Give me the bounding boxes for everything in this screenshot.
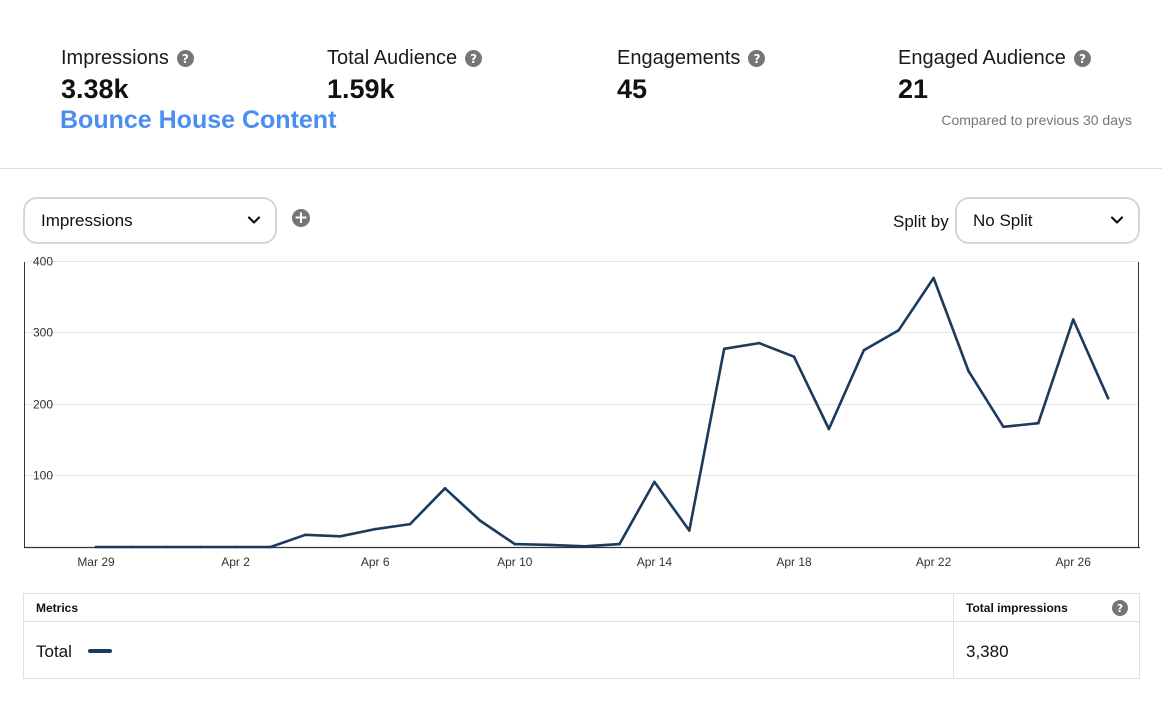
metrics-table: Metrics Total impressions ? Total 3,380 bbox=[23, 593, 1140, 679]
x-tick-label: Apr 6 bbox=[361, 555, 390, 569]
series-line-total bbox=[94, 276, 1110, 549]
data-point bbox=[932, 276, 935, 280]
split-select[interactable]: No Split bbox=[955, 197, 1140, 244]
stat-impressions: Impressions? 3.38k bbox=[61, 47, 194, 105]
data-point bbox=[548, 543, 551, 547]
stat-label: Impressions bbox=[61, 47, 169, 69]
data-point bbox=[967, 369, 970, 373]
data-point bbox=[897, 328, 900, 332]
metric-select[interactable]: Impressions bbox=[23, 197, 277, 244]
brand-overlay-text: Bounce House Content bbox=[60, 106, 337, 134]
table-row-label: Total bbox=[36, 642, 72, 661]
data-point bbox=[862, 349, 866, 352]
data-point bbox=[653, 480, 656, 484]
column-header-total-impressions: Total impressions bbox=[966, 601, 1068, 615]
data-point bbox=[94, 545, 98, 549]
impressions-line-chart: 100 200 300 400 Mar 29 Apr 2 Apr 6 Apr 10 Apr 14… bbox=[24, 255, 1140, 569]
x-tick-label: Apr 10 bbox=[497, 555, 533, 569]
data-point bbox=[722, 347, 726, 351]
table-row-value: 3,380 bbox=[966, 642, 1009, 661]
data-point bbox=[373, 527, 377, 531]
stat-label: Total Audience bbox=[327, 47, 458, 69]
chevron-down-icon bbox=[247, 216, 261, 224]
stat-value: 3.38k bbox=[61, 74, 129, 104]
comparison-note: Compared to previous 30 days bbox=[941, 112, 1132, 128]
data-point bbox=[827, 427, 831, 431]
x-tick-label: Apr 2 bbox=[221, 555, 250, 569]
x-tick-label: Apr 26 bbox=[1056, 555, 1092, 569]
data-point bbox=[792, 355, 796, 358]
stat-total-audience: Total Audience? 1.59k bbox=[327, 47, 483, 105]
stat-value: 21 bbox=[898, 74, 929, 104]
data-point bbox=[1002, 425, 1005, 429]
question-mark-icon[interactable]: ? bbox=[176, 50, 194, 67]
data-point bbox=[269, 545, 272, 549]
table-header bbox=[24, 594, 1139, 622]
y-tick-label: 400 bbox=[33, 255, 53, 269]
x-tick-label: Mar 29 bbox=[77, 555, 115, 569]
x-tick-label: Apr 14 bbox=[637, 555, 673, 569]
data-point bbox=[478, 519, 482, 522]
data-point bbox=[129, 545, 133, 549]
data-point bbox=[583, 545, 586, 548]
question-mark-icon[interactable]: ? bbox=[748, 50, 766, 67]
data-point bbox=[339, 535, 342, 538]
stat-engaged-audience: Engaged Audience? 21 bbox=[898, 47, 1091, 105]
question-mark-icon[interactable]: ? bbox=[1112, 600, 1128, 616]
stat-value: 45 bbox=[617, 74, 648, 104]
stat-label: Engaged Audience bbox=[898, 47, 1066, 69]
split-select-value: No Split bbox=[973, 210, 1033, 230]
x-tick-label: Apr 18 bbox=[776, 555, 812, 569]
y-tick-label: 100 bbox=[33, 469, 53, 483]
data-point bbox=[234, 545, 237, 549]
question-mark-icon[interactable]: ? bbox=[1073, 50, 1091, 67]
data-point bbox=[757, 341, 761, 345]
data-point bbox=[408, 522, 412, 526]
column-divider bbox=[953, 594, 954, 679]
data-point bbox=[164, 545, 168, 549]
x-tick-label: Apr 22 bbox=[916, 555, 952, 569]
data-point bbox=[304, 533, 307, 537]
data-point bbox=[199, 545, 202, 549]
summary-header: Impressions? 3.38k Total Audience? 1.59k… bbox=[0, 0, 1162, 169]
plus-circle-icon[interactable]: + bbox=[292, 207, 310, 228]
split-by-label: Split by bbox=[893, 212, 949, 231]
data-point bbox=[1071, 318, 1075, 321]
data-point bbox=[513, 542, 517, 546]
data-point bbox=[1106, 396, 1110, 400]
chevron-down-icon bbox=[1110, 216, 1124, 224]
stat-engagements: Engagements? 45 bbox=[617, 47, 766, 105]
stat-label: Engagements bbox=[617, 47, 741, 69]
column-header-metrics: Metrics bbox=[36, 601, 79, 615]
series-legend-swatch bbox=[88, 649, 112, 653]
question-mark-icon[interactable]: ? bbox=[465, 50, 483, 67]
y-tick-label: 200 bbox=[33, 398, 53, 412]
data-point bbox=[443, 487, 447, 490]
y-tick-label: 300 bbox=[33, 326, 53, 340]
metric-select-value: Impressions bbox=[41, 210, 133, 230]
stat-value: 1.59k bbox=[327, 74, 395, 104]
data-point bbox=[1037, 421, 1040, 425]
data-point bbox=[618, 542, 621, 546]
data-point bbox=[688, 529, 691, 532]
